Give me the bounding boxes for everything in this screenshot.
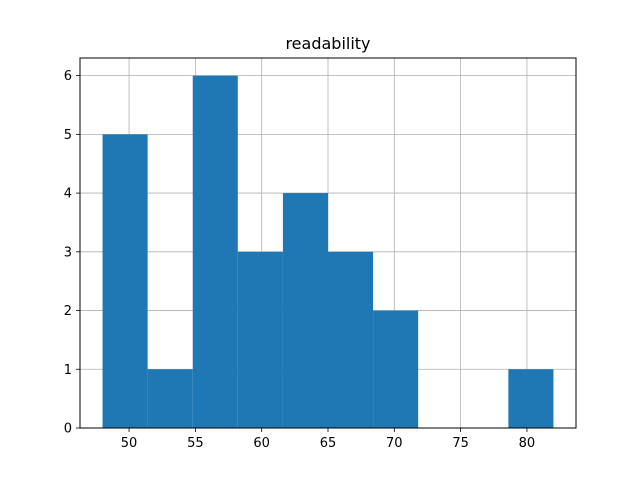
y-tick-label: 4 [64, 187, 72, 202]
x-tick-label: 80 [519, 436, 536, 451]
histogram-bar [373, 310, 419, 428]
x-tick-label: 50 [121, 436, 138, 451]
histogram-bar [102, 134, 148, 428]
histogram-bar [192, 75, 238, 428]
y-tick-label: 0 [64, 422, 72, 437]
y-tick-label: 2 [64, 304, 72, 319]
histogram-bar [237, 251, 283, 428]
y-tick-label: 5 [64, 128, 72, 143]
x-tick-label: 60 [253, 436, 270, 451]
histogram-bar [147, 369, 193, 428]
bars [102, 75, 554, 428]
y-tick-label: 1 [64, 363, 72, 378]
x-tick-label: 55 [187, 436, 204, 451]
histogram-bar [328, 251, 374, 428]
y-tick-label: 6 [64, 69, 72, 84]
histogram-bar [508, 369, 554, 428]
y-tick-label: 3 [64, 245, 72, 260]
histogram-bar [282, 193, 328, 428]
x-axis-ticks: 50 55 60 65 70 75 80 [121, 428, 535, 451]
y-axis-ticks: 0 1 2 3 4 5 6 [64, 69, 80, 437]
chart-title: readability [285, 34, 370, 53]
x-tick-label: 65 [320, 436, 337, 451]
x-tick-label: 75 [452, 436, 469, 451]
x-tick-label: 70 [386, 436, 403, 451]
grid [80, 58, 576, 429]
